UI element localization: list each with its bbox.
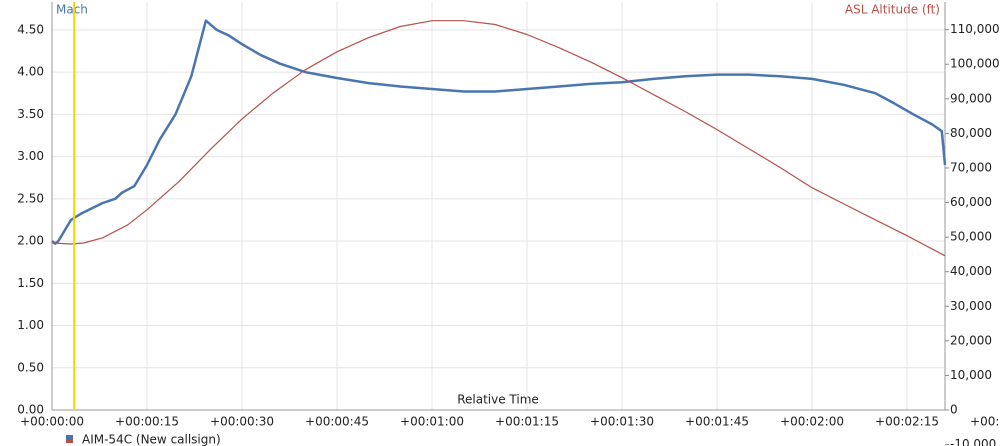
y2-tick-label: 10,000 bbox=[950, 368, 992, 382]
y-tick-label: 4.50 bbox=[17, 22, 44, 36]
y-tick-label: 4.00 bbox=[17, 65, 44, 79]
legend-swatch bbox=[66, 439, 73, 443]
y2-tick-label: 20,000 bbox=[950, 333, 992, 347]
y2-tick-label: 120,000 bbox=[950, 0, 1000, 2]
y2-tick-label: -10,000 bbox=[950, 437, 996, 446]
x-tick-label: +00:00:30 bbox=[210, 415, 274, 429]
series-line bbox=[51, 19, 947, 245]
y-tick-label: 2.50 bbox=[17, 191, 44, 205]
x-tick-label: +00:00:45 bbox=[305, 415, 369, 429]
x-tick-label: +00:02:00 bbox=[780, 415, 844, 429]
y-tick-label: 0.50 bbox=[17, 360, 44, 374]
y2-tick-label: 50,000 bbox=[950, 230, 992, 244]
series-line bbox=[51, 20, 946, 257]
x-tick-label: +00:01:15 bbox=[495, 415, 559, 429]
y-tick-label: 1.50 bbox=[17, 276, 44, 290]
y2-tick-label: 110,000 bbox=[950, 22, 1000, 36]
x-tick-label: +00:00:15 bbox=[115, 415, 179, 429]
y2-tick-label: 90,000 bbox=[950, 91, 992, 105]
y-tick-label: 1.00 bbox=[17, 318, 44, 332]
y2-tick-label: 100,000 bbox=[950, 57, 1000, 71]
x-axis-label: Relative Time bbox=[457, 393, 539, 407]
x-tick-label: +00:01:30 bbox=[590, 415, 654, 429]
y2-tick-label: 60,000 bbox=[950, 195, 992, 209]
y2-tick-label: 30,000 bbox=[950, 299, 992, 313]
legend-swatch bbox=[66, 435, 73, 439]
x-tick-label: +00:02:15 bbox=[875, 415, 939, 429]
x-tick-label: +00:01:00 bbox=[400, 415, 464, 429]
y-tick-label: 3.00 bbox=[17, 149, 44, 163]
y-tick-label: 3.50 bbox=[17, 107, 44, 121]
legend-label: AIM-54C (New callsign) bbox=[82, 433, 221, 446]
y2-axis-label: ASL Altitude (ft) bbox=[845, 3, 940, 17]
x-tick-label: +00:01:45 bbox=[685, 415, 749, 429]
y2-tick-label: 70,000 bbox=[950, 160, 992, 174]
y-axis-label: Mach bbox=[56, 3, 88, 17]
y2-tick-label: 80,000 bbox=[950, 126, 992, 140]
y2-tick-label: 0 bbox=[950, 403, 958, 417]
y-tick-label: 0.00 bbox=[17, 403, 44, 417]
x-tick-label: +00:00:00 bbox=[20, 415, 84, 429]
y-tick-label: 2.00 bbox=[17, 234, 44, 248]
y2-tick-label: 40,000 bbox=[950, 264, 992, 278]
x-tick-label: +00:02:30 bbox=[970, 415, 1000, 429]
